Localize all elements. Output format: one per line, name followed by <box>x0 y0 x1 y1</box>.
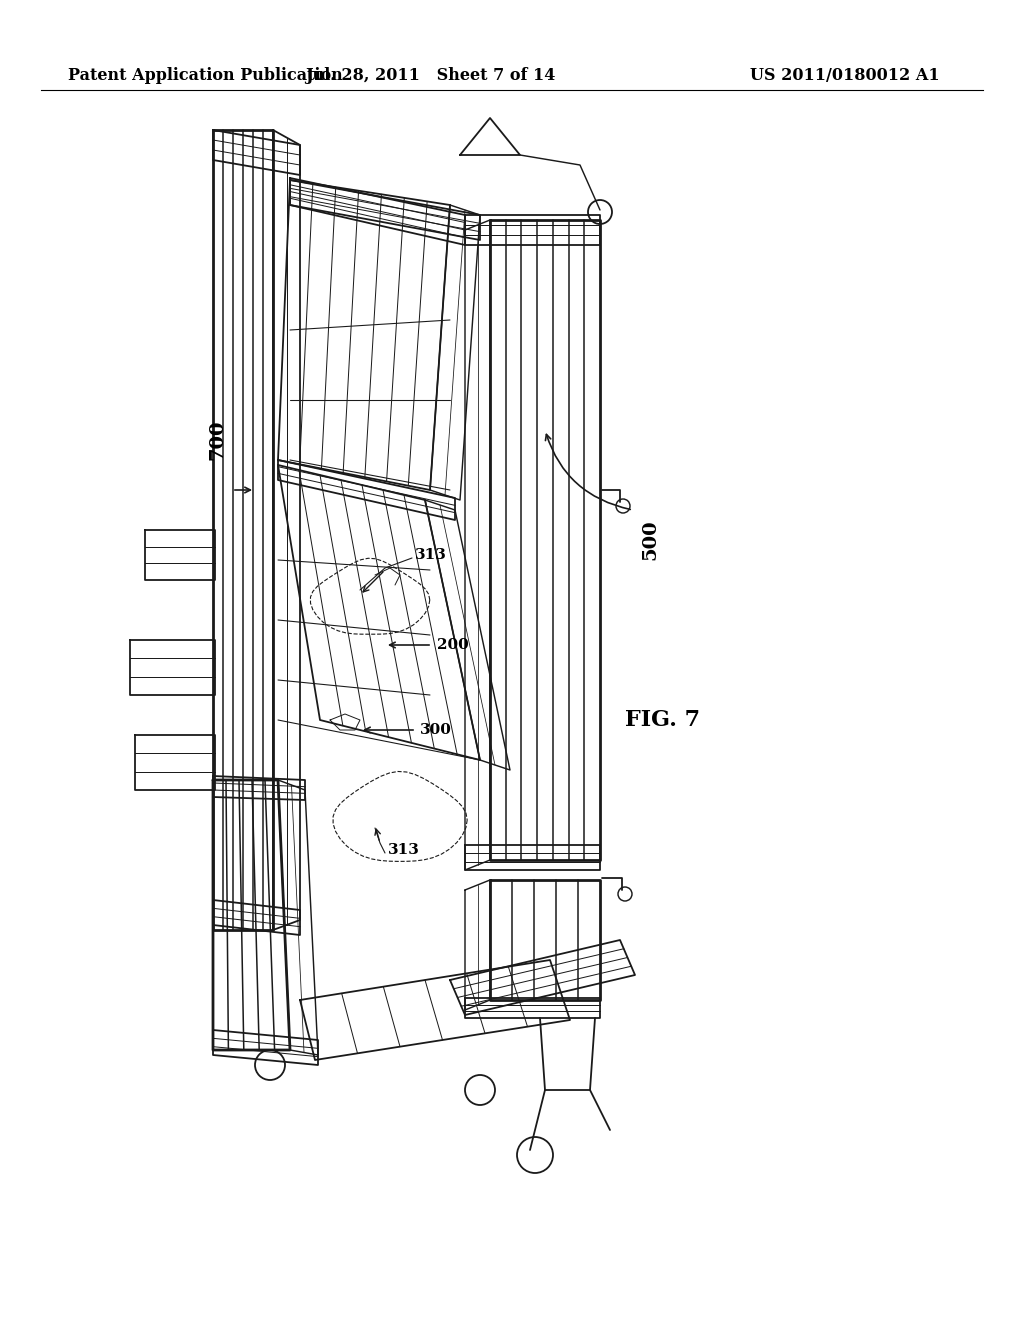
Text: US 2011/0180012 A1: US 2011/0180012 A1 <box>750 66 940 83</box>
Text: 700: 700 <box>209 420 227 461</box>
Text: 300: 300 <box>420 723 452 737</box>
Text: 313: 313 <box>388 843 420 857</box>
Text: FIG. 7: FIG. 7 <box>625 709 700 731</box>
Text: 200: 200 <box>437 638 469 652</box>
Text: 500: 500 <box>641 520 659 560</box>
Text: Jul. 28, 2011   Sheet 7 of 14: Jul. 28, 2011 Sheet 7 of 14 <box>305 66 555 83</box>
Text: Patent Application Publication: Patent Application Publication <box>68 66 343 83</box>
Text: 313: 313 <box>415 548 446 562</box>
